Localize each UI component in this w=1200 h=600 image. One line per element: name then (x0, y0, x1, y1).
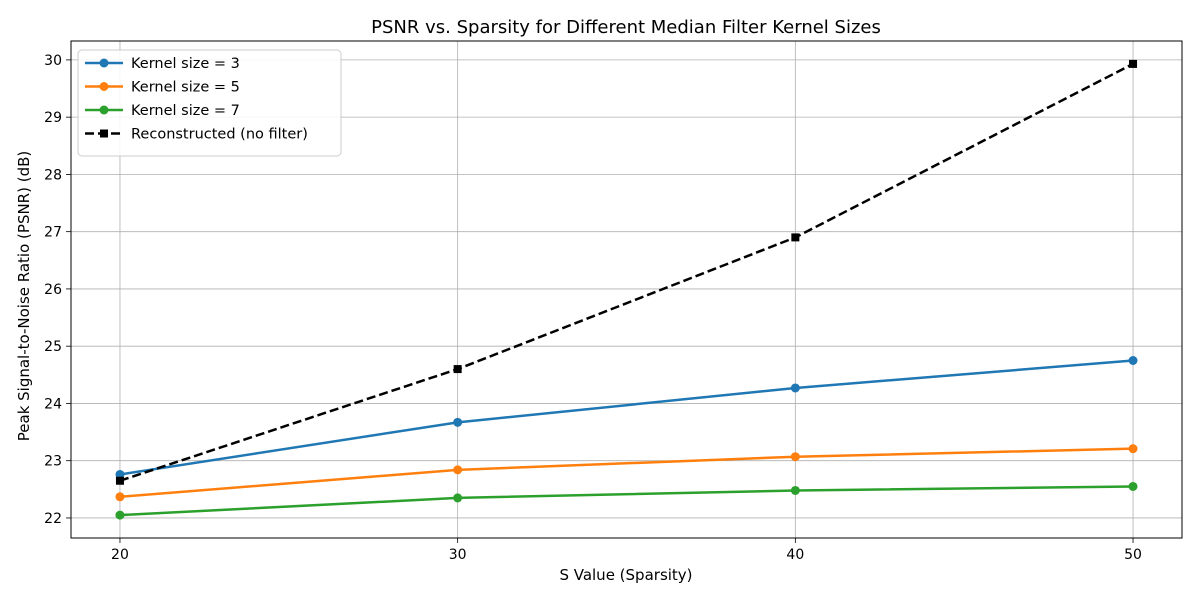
data-point (115, 510, 125, 520)
y-tick-label: 30 (44, 53, 62, 69)
y-tick-label: 27 (44, 225, 62, 241)
series-layer (115, 59, 1138, 520)
data-point (453, 365, 462, 374)
legend-box (77, 49, 342, 157)
x-tick-label: 20 (111, 547, 129, 563)
y-tick-label: 22 (44, 511, 62, 527)
data-point (453, 465, 463, 475)
data-point (453, 493, 463, 503)
y-axis-label: Peak Signal-to-Noise Ratio (PSNR) (dB) (15, 151, 33, 441)
legend-label: Kernel size = 5 (131, 80, 240, 96)
x-tick-label: 40 (786, 547, 804, 563)
x-tick-label: 30 (449, 547, 467, 563)
grid (71, 41, 1182, 538)
y-tick-label: 23 (44, 454, 62, 470)
series-kernel-size-3 (115, 356, 1138, 479)
legend-label: Kernel size = 7 (131, 103, 240, 119)
legend-marker (99, 82, 109, 91)
legend-entry: Kernel size = 3 (85, 56, 240, 72)
legend-label: Reconstructed (no filter) (131, 127, 308, 143)
y-tick-label: 24 (44, 396, 62, 412)
chart-title: PSNR vs. Sparsity for Different Median F… (371, 17, 881, 38)
y-tick-label: 29 (44, 110, 62, 126)
legend-marker (100, 129, 108, 138)
data-point (115, 469, 125, 479)
data-point (790, 383, 800, 393)
y-tick-label: 28 (44, 167, 62, 183)
x-axis-label: S Value (Sparsity) (559, 566, 692, 584)
y-tick-label: 25 (44, 339, 62, 355)
ticks: 20 30 40 50 22 23 24 25 26 27 28 29 30 (44, 53, 1142, 563)
data-point (1128, 356, 1138, 365)
x-tick-label: 50 (1124, 547, 1142, 563)
legend-label: Kernel size = 3 (131, 56, 240, 72)
series-kernel-size-7 (115, 481, 1138, 520)
y-tick-label: 26 (44, 282, 62, 298)
series-line-kernel-size-5 (119, 447, 1134, 499)
data-point (115, 492, 125, 502)
data-point (1129, 59, 1138, 68)
data-point (1128, 481, 1138, 491)
plot-frame (70, 40, 1183, 539)
legend-marker (99, 105, 109, 115)
series-reconstructed-no-filter (115, 59, 1138, 485)
legend-entry: Reconstructed (no filter) (85, 127, 308, 143)
legend-marker (99, 58, 109, 68)
legend: Kernel size = 3 Kernel size = 5 Kernel siz… (77, 49, 342, 157)
series-kernel-size-5 (115, 444, 1138, 502)
data-point (790, 485, 800, 495)
data-point (453, 417, 463, 427)
data-point (791, 233, 800, 242)
legend-entry: Kernel size = 5 (85, 80, 240, 96)
series-line-reconstructed-no-filter (119, 62, 1134, 482)
data-point (790, 452, 800, 462)
legend-entry: Kernel size = 7 (85, 103, 240, 119)
series-line-kernel-size-7 (119, 485, 1134, 517)
data-point (115, 476, 124, 485)
data-point (1128, 444, 1138, 454)
series-line-kernel-size-3 (119, 359, 1134, 476)
